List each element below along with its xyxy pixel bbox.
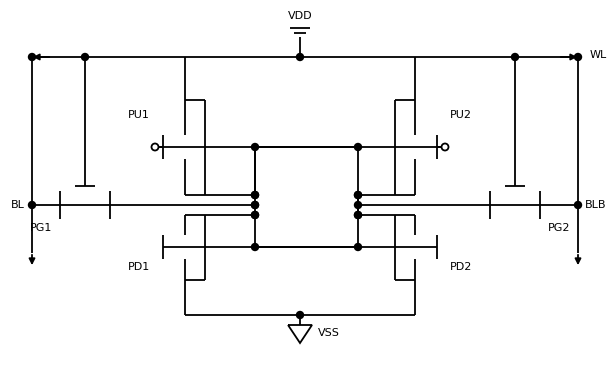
Text: PU1: PU1 <box>128 110 150 120</box>
Circle shape <box>511 53 519 60</box>
Text: PD2: PD2 <box>450 262 472 272</box>
Text: WL: WL <box>590 50 607 60</box>
Circle shape <box>574 201 582 209</box>
Circle shape <box>29 201 35 209</box>
Text: VDD: VDD <box>288 11 312 21</box>
Circle shape <box>252 144 258 150</box>
Text: VSS: VSS <box>318 328 340 338</box>
Circle shape <box>29 53 35 60</box>
Circle shape <box>152 144 158 150</box>
Circle shape <box>252 211 258 219</box>
Circle shape <box>252 244 258 251</box>
Circle shape <box>252 201 258 209</box>
Text: BLB: BLB <box>585 200 607 210</box>
Circle shape <box>81 53 89 60</box>
Circle shape <box>252 191 258 198</box>
Circle shape <box>252 211 258 219</box>
Text: PD1: PD1 <box>128 262 150 272</box>
Circle shape <box>354 211 362 219</box>
Circle shape <box>252 191 258 198</box>
Circle shape <box>442 144 448 150</box>
Circle shape <box>296 311 304 319</box>
Circle shape <box>354 144 362 150</box>
Circle shape <box>574 53 582 60</box>
Circle shape <box>252 201 258 209</box>
Circle shape <box>354 201 362 209</box>
Circle shape <box>354 211 362 219</box>
Text: PG2: PG2 <box>548 223 571 233</box>
Circle shape <box>354 191 362 198</box>
Text: BL: BL <box>11 200 25 210</box>
Circle shape <box>354 244 362 251</box>
Circle shape <box>296 53 304 60</box>
Text: PG1: PG1 <box>29 223 52 233</box>
Circle shape <box>354 191 362 198</box>
Text: PU2: PU2 <box>450 110 472 120</box>
